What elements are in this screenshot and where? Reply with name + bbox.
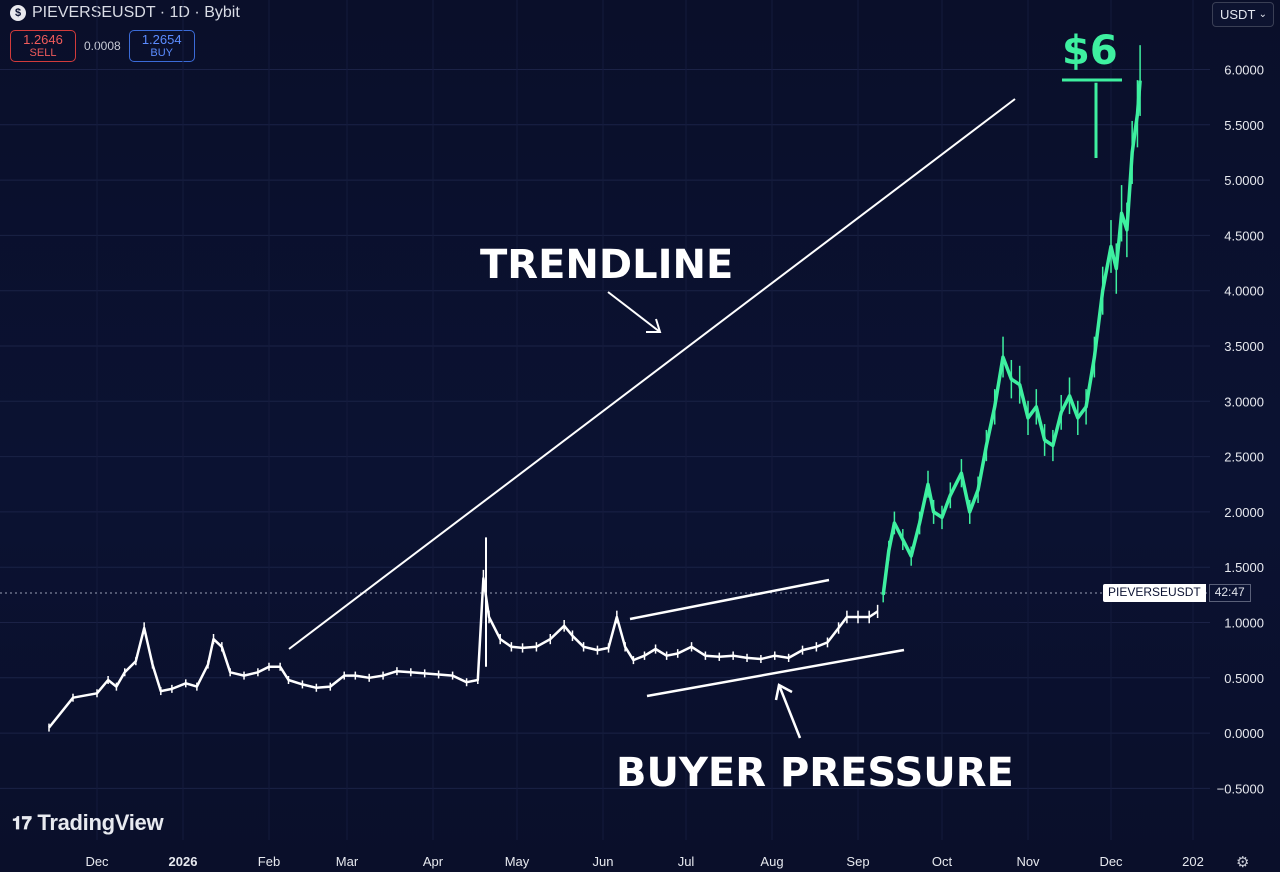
grid-lines <box>0 0 1210 840</box>
series-line-breakout <box>881 80 1142 596</box>
y-tick-label: −0.5000 <box>1217 781 1264 796</box>
x-tick-label: Mar <box>336 854 359 869</box>
target-price-label: $6 <box>1062 28 1118 74</box>
trendline-label: TRENDLINE <box>480 242 734 288</box>
y-tick-label: 3.0000 <box>1224 394 1264 409</box>
buy-price: 1.2654 <box>141 31 182 47</box>
coin-logo-icon: $ <box>10 5 26 21</box>
sell-price: 1.2646 <box>23 31 63 47</box>
y-tick-label: 5.5000 <box>1224 118 1264 133</box>
y-tick-label: 2.5000 <box>1224 450 1264 465</box>
x-tick-label: 2026 <box>169 854 198 869</box>
y-tick-label: 4.5000 <box>1224 228 1264 243</box>
x-tick-label: Nov <box>1016 854 1040 869</box>
last-price-tag: PIEVERSEUSDT 42:47 <box>1103 584 1251 602</box>
y-tick-label: 5.0000 <box>1224 173 1264 188</box>
sell-label: SELL <box>29 47 57 60</box>
channel-upper-line <box>629 578 830 621</box>
tradingview-name: TradingView <box>37 810 164 835</box>
tradingview-logo-icon: 𝟏𝟕 <box>12 812 32 833</box>
x-tick-label: Jun <box>593 854 614 869</box>
tradingview-logo[interactable]: 𝟏𝟕 TradingView <box>12 810 164 836</box>
currency-value: USDT <box>1220 7 1256 22</box>
y-tick-label: 6.0000 <box>1224 63 1264 78</box>
x-tick-label: 202 <box>1182 854 1204 869</box>
channel-lower-line <box>646 648 905 698</box>
buyer-pressure-label: BUYER PRESSURE <box>616 750 1014 796</box>
symbol-title[interactable]: PIEVERSEUSDT · 1D · Bybit <box>32 4 240 21</box>
trade-panel: 1.2646 SELL 0.0008 1.2654 BUY <box>10 30 195 62</box>
chevron-down-icon: ⌄ <box>1258 9 1267 20</box>
currency-selector[interactable]: USDT ⌄ <box>1212 2 1274 27</box>
x-tick-label: Sep <box>846 854 869 869</box>
y-axis: 6.0000 5.5000 5.0000 4.5000 4.0000 3.5000 3.00… <box>1217 63 1264 797</box>
y-tick-label: 1.0000 <box>1224 616 1264 631</box>
y-tick-label: 2.0000 <box>1224 505 1264 520</box>
trendline-arrow <box>607 291 662 333</box>
y-tick-label: 0.5000 <box>1224 671 1264 686</box>
x-tick-label: Jul <box>678 854 695 869</box>
x-tick-label: Dec <box>85 854 109 869</box>
gear-icon[interactable]: ⚙ <box>1236 854 1250 871</box>
chart-header: $ PIEVERSEUSDT · 1D · Bybit <box>10 4 240 22</box>
buy-button[interactable]: 1.2654 BUY <box>128 30 195 62</box>
price-tag-symbol: PIEVERSEUSDT <box>1103 584 1206 602</box>
buyer-pressure-arrow <box>774 683 802 739</box>
x-tick-label: May <box>505 854 530 869</box>
x-tick-label: Dec <box>1099 854 1123 869</box>
series-line-before-breakout <box>48 577 879 729</box>
y-tick-label: 0.0000 <box>1224 726 1264 741</box>
price-tag-countdown: 42:47 <box>1208 584 1251 602</box>
y-tick-label: 4.0000 <box>1224 284 1264 299</box>
y-tick-label: 3.5000 <box>1224 339 1264 354</box>
x-axis: Dec 2026 Feb Mar Apr May Jun Jul Aug Sep Oct Nov Dec… <box>85 854 1203 869</box>
x-tick-label: Apr <box>423 854 444 869</box>
x-tick-label: Feb <box>258 854 280 869</box>
trendline-drawing <box>288 98 1016 650</box>
sell-button[interactable]: 1.2646 SELL <box>10 30 76 62</box>
spread-value: 0.0008 <box>84 39 121 53</box>
price-series <box>48 45 1142 732</box>
y-tick-label: 1.5000 <box>1224 560 1264 575</box>
x-tick-label: Aug <box>760 854 783 869</box>
buy-label: BUY <box>150 47 174 60</box>
x-tick-label: Oct <box>932 854 953 869</box>
